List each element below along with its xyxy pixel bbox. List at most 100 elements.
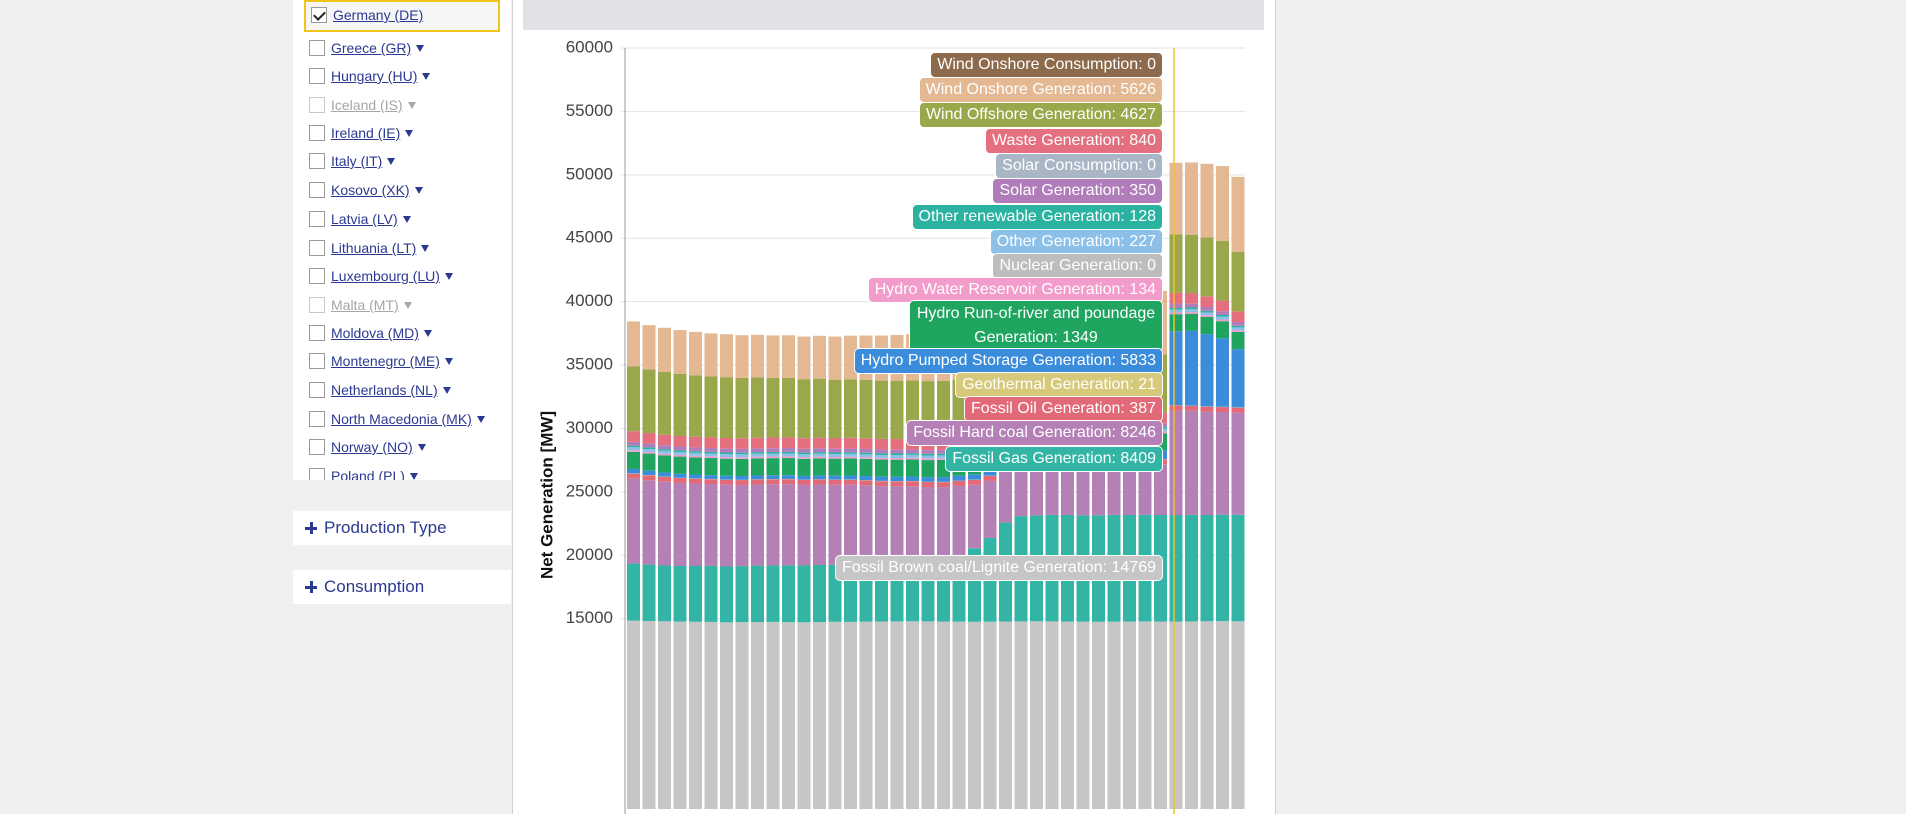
dropdown-arrow[interactable] [414, 186, 423, 194]
checkbox[interactable] [309, 382, 325, 398]
country-item[interactable]: Lithuania (LT) [309, 238, 430, 258]
bar-segment [735, 377, 749, 439]
bar-segment [673, 435, 687, 447]
bar-segment [782, 456, 795, 459]
country-label[interactable]: Montenegro (ME) [331, 353, 440, 369]
checkbox[interactable] [309, 268, 325, 284]
bar-segment [906, 457, 919, 460]
bar-segment [968, 484, 981, 549]
country-label[interactable]: Norway (NO) [331, 439, 413, 455]
country-label[interactable]: Lithuania (LT) [331, 240, 417, 256]
bar-segment [642, 480, 656, 565]
checkbox[interactable] [309, 125, 325, 141]
tooltip-label: Wind Onshore Generation: 5626 [918, 77, 1163, 103]
dropdown-arrow[interactable] [417, 443, 426, 451]
bar-segment [859, 454, 873, 458]
bar-segment [921, 450, 935, 454]
checkbox[interactable] [309, 182, 325, 198]
country-item[interactable]: Poland (PL) [309, 466, 418, 480]
checkbox[interactable] [309, 325, 325, 341]
checkbox[interactable] [309, 68, 325, 84]
dropdown-arrow[interactable] [444, 357, 453, 365]
country-label[interactable]: Luxembourg (LU) [331, 268, 440, 284]
country-item[interactable]: Germany (DE) [311, 5, 423, 25]
country-item[interactable]: Ireland (IE) [309, 123, 414, 143]
dropdown-arrow[interactable] [421, 244, 430, 252]
country-label[interactable]: Ireland (IE) [331, 125, 401, 141]
bar-segment [890, 476, 904, 482]
dropdown-arrow[interactable] [476, 415, 485, 423]
bar-segment [1061, 621, 1074, 809]
country-item[interactable]: Greece (GR) [309, 38, 425, 58]
country-label[interactable]: Latvia (LV) [331, 211, 398, 227]
checkbox[interactable] [309, 411, 325, 427]
collapsible-panel[interactable]: Production Type [293, 511, 511, 545]
bar-segment [1231, 321, 1245, 326]
country-item[interactable]: Netherlands (NL) [309, 380, 451, 400]
y-tick-label: 50000 [566, 164, 613, 183]
panel-title[interactable]: Consumption [324, 577, 425, 596]
country-label[interactable]: Greece (GR) [331, 40, 412, 56]
country-label[interactable]: Poland (PL) [331, 468, 405, 480]
bar-segment [673, 446, 687, 451]
bar-segment [797, 622, 811, 809]
bar-segment [828, 336, 842, 380]
bar-segment [704, 479, 718, 485]
dropdown-arrow[interactable] [387, 157, 396, 165]
y-tick-label: 30000 [566, 418, 613, 437]
dropdown-arrow[interactable] [423, 329, 432, 337]
country-item[interactable]: Kosovo (XK) [309, 180, 423, 200]
country-label[interactable]: Moldova (MD) [331, 325, 419, 341]
collapsible-panel[interactable]: Consumption [293, 570, 511, 604]
bar-segment [1107, 621, 1121, 809]
dropdown-arrow[interactable] [422, 72, 431, 80]
country-label[interactable]: Hungary (HU) [331, 68, 418, 84]
plus-icon[interactable] [305, 522, 317, 534]
bar-segment [797, 454, 811, 458]
dropdown-arrow[interactable] [444, 272, 453, 280]
checkbox[interactable] [309, 153, 325, 169]
bar-segment [875, 438, 888, 450]
bar-segment [1231, 407, 1245, 413]
country-label[interactable]: North Macedonia (MK) [331, 411, 472, 427]
bar-segment [689, 375, 702, 437]
checkbox[interactable] [309, 40, 325, 56]
panel-title[interactable]: Production Type [324, 518, 447, 537]
dropdown-arrow[interactable] [402, 215, 411, 223]
bar-segment [673, 456, 687, 474]
checkbox[interactable] [311, 7, 327, 23]
checkbox[interactable] [309, 439, 325, 455]
country-item[interactable]: Latvia (LV) [309, 209, 411, 229]
bar-segment [751, 458, 764, 476]
country-item[interactable]: Italy (IT) [309, 151, 396, 171]
country-item[interactable]: Luxembourg (LU) [309, 266, 453, 286]
country-item[interactable]: North Macedonia (MK) [309, 409, 485, 429]
bar-segment [1216, 321, 1229, 339]
country-label[interactable]: Kosovo (XK) [331, 182, 410, 198]
bar-segment [673, 330, 687, 374]
bar-segment [875, 459, 888, 477]
country-item[interactable]: Norway (NO) [309, 437, 426, 457]
checkbox[interactable] [309, 468, 325, 480]
checkbox[interactable] [309, 211, 325, 227]
country-item[interactable]: Moldova (MD) [309, 323, 432, 343]
country-item[interactable]: Hungary (HU) [309, 66, 431, 86]
country-label[interactable]: Germany (DE) [333, 7, 424, 23]
checkbox[interactable] [309, 353, 325, 369]
bar-segment [952, 475, 966, 481]
bar-segment [1200, 515, 1214, 622]
dropdown-arrow[interactable] [409, 472, 418, 480]
bar-segment [658, 481, 671, 566]
dropdown-arrow[interactable] [442, 386, 451, 394]
country-label[interactable]: Italy (IT) [331, 153, 383, 169]
plus-icon[interactable] [305, 581, 317, 593]
checkbox[interactable] [309, 240, 325, 256]
bar-segment [766, 475, 780, 480]
bar-segment [735, 475, 749, 480]
dropdown-arrow[interactable] [416, 44, 425, 52]
country-label[interactable]: Netherlands (NL) [331, 382, 438, 398]
bar-segment [921, 455, 935, 459]
dropdown-arrow[interactable] [405, 129, 414, 137]
country-item[interactable]: Montenegro (ME) [309, 351, 453, 371]
